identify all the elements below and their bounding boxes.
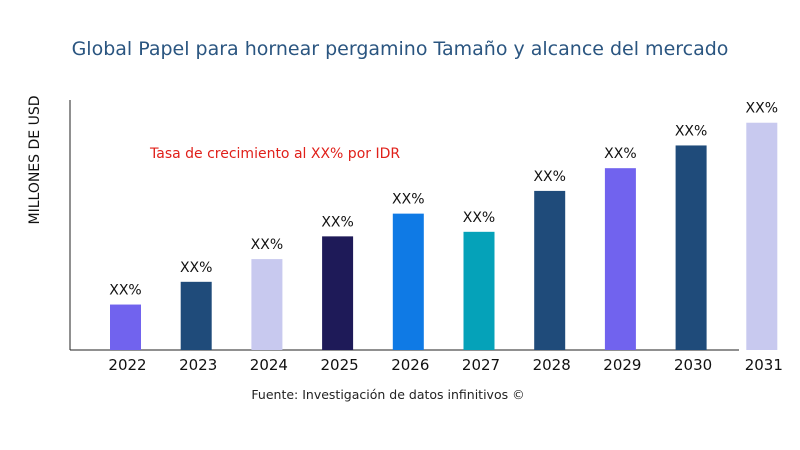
x-tick-label-2028: 2028 — [533, 356, 571, 374]
data-label-2030: XX% — [675, 123, 707, 139]
bar-2024 — [251, 259, 283, 350]
source-note: Fuente: Investigación de datos infinitiv… — [251, 387, 525, 402]
x-tick-label-2023: 2023 — [179, 356, 217, 374]
chart-title: Global Papel para hornear pergamino Tama… — [71, 38, 729, 60]
growth-annotation: Tasa de crecimiento al XX% por IDR — [150, 146, 401, 162]
bar-2025 — [322, 236, 354, 350]
data-label-2029: XX% — [604, 146, 636, 162]
bar-2027 — [463, 231, 495, 350]
data-label-2026: XX% — [392, 192, 424, 208]
data-label-2023: XX% — [180, 260, 212, 276]
x-tick-label-2026: 2026 — [391, 356, 429, 374]
x-tick-label-2027: 2027 — [462, 356, 500, 374]
x-tick-label-2030: 2030 — [674, 356, 712, 374]
data-label-2024: XX% — [251, 237, 283, 253]
data-label-2027: XX% — [463, 210, 495, 226]
x-tick-label-2025: 2025 — [321, 356, 359, 374]
bar-2022 — [110, 304, 141, 350]
x-tick-label-2029: 2029 — [603, 356, 641, 374]
data-label-2022: XX% — [109, 283, 141, 299]
bar-2030 — [675, 145, 707, 350]
bar-2026 — [392, 213, 424, 350]
x-tick-label-2024: 2024 — [250, 356, 288, 374]
x-tick-label-2031: 2031 — [745, 356, 783, 374]
data-label-2025: XX% — [321, 214, 353, 230]
data-label-2031: XX% — [746, 101, 778, 117]
x-tick-label-2022: 2022 — [108, 356, 146, 374]
bar-2028 — [534, 190, 566, 350]
bar-2023 — [180, 281, 212, 350]
data-label-2028: XX% — [533, 169, 565, 185]
bar-2031 — [746, 122, 778, 351]
bar-2029 — [604, 168, 636, 350]
